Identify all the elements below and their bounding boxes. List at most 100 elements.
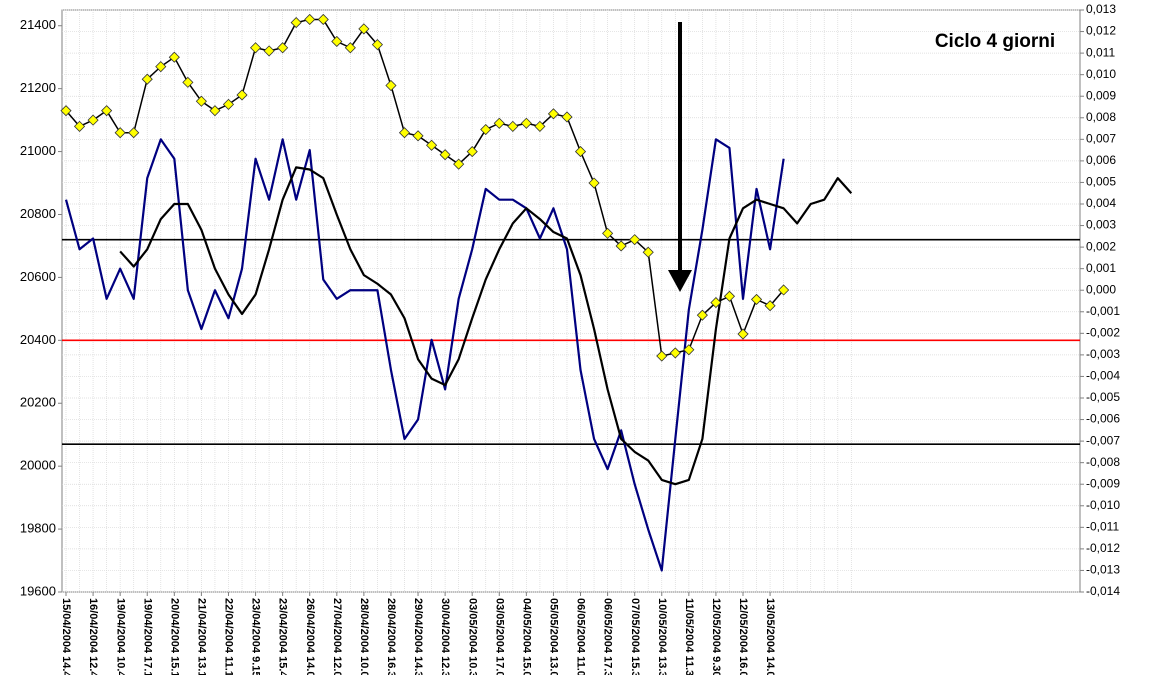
x-tick-label: 06/05/2004 11.00 xyxy=(575,598,587,675)
marker xyxy=(696,309,708,321)
y2-tick-label: -0,009 xyxy=(1086,476,1120,490)
y2-tick-label: 0,010 xyxy=(1086,67,1116,81)
marker xyxy=(317,13,329,26)
marker xyxy=(168,51,180,63)
y2-tick-label: 0,013 xyxy=(1086,2,1116,16)
marker xyxy=(669,347,681,359)
x-tick-label: 19/04/2004 17.15 xyxy=(141,598,153,675)
marker xyxy=(723,290,736,302)
marker xyxy=(128,127,140,139)
y-tick-label: 19800 xyxy=(20,521,56,536)
marker xyxy=(507,120,519,132)
marker xyxy=(574,146,587,158)
marker xyxy=(520,117,532,129)
marker xyxy=(778,284,790,296)
marker xyxy=(277,42,289,54)
marker xyxy=(73,120,86,132)
y2-tick-label: 0,002 xyxy=(1086,239,1116,253)
y-tick-label: 20400 xyxy=(20,332,56,347)
marker xyxy=(155,61,167,73)
x-tick-label: 19/04/2004 10.45 xyxy=(114,598,126,675)
x-tick-label: 29/04/2004 14.30 xyxy=(412,598,424,675)
marker xyxy=(182,76,194,88)
x-tick-label: 27/04/2004 12.00 xyxy=(331,598,343,675)
marker xyxy=(602,227,614,239)
marker xyxy=(480,123,492,136)
y2-tick-label: 0,003 xyxy=(1086,218,1116,232)
y2-tick-label: -0,001 xyxy=(1086,304,1120,318)
marker xyxy=(534,120,546,132)
x-tick-label: 05/05/2004 13.00 xyxy=(548,598,560,675)
marker xyxy=(683,344,695,356)
y-tick-label: 20200 xyxy=(20,395,56,410)
marker xyxy=(87,114,99,126)
x-tick-label: 12/05/2004 16.00 xyxy=(737,598,749,675)
layer: 0,013 0,012 0,011 0,010 0,009 0,008 0,007 0,006… xyxy=(20,2,1121,675)
marker xyxy=(385,79,397,92)
x-tick-label: 26/04/2004 14.00 xyxy=(304,598,316,675)
y2-tick-label: 0,004 xyxy=(1086,196,1116,210)
marker xyxy=(710,297,722,309)
marker xyxy=(304,13,316,26)
x-tick-label: 11/05/2004 11.30 xyxy=(683,598,695,675)
marker xyxy=(101,105,113,117)
marker xyxy=(764,300,776,312)
y2-tick-label: 0,006 xyxy=(1086,153,1116,167)
marker xyxy=(249,42,262,54)
marker xyxy=(141,73,153,85)
arrow-head xyxy=(668,270,692,292)
y2-tick-label: -0,012 xyxy=(1086,541,1120,555)
x-tick-label: 04/05/2004 15.00 xyxy=(520,598,532,675)
x-tick-label: 10/05/2004 13.30 xyxy=(656,598,668,675)
x-tick-label: 06/05/2004 17.30 xyxy=(602,598,614,675)
marker xyxy=(290,17,302,29)
y2-tick-label: 0,012 xyxy=(1086,24,1116,38)
x-tick-label: 28/04/2004 10.00 xyxy=(358,598,370,675)
y2-tick-label: -0,013 xyxy=(1086,563,1120,577)
x-tick-label: 28/04/2004 16.30 xyxy=(385,598,397,675)
marker xyxy=(642,246,654,258)
marker xyxy=(466,146,478,158)
marker xyxy=(412,130,424,142)
y2-tick-label: 0,011 xyxy=(1086,45,1115,59)
marker xyxy=(222,98,235,110)
marker xyxy=(344,42,356,54)
series-line xyxy=(64,138,785,572)
y2-tick-label: 0,008 xyxy=(1086,110,1116,124)
x-tick-label: 12/05/2004 9.30 xyxy=(710,598,722,675)
x-tick-label: 23/04/2004 15.45 xyxy=(277,598,289,675)
marker xyxy=(114,127,126,139)
x-tick-label: 03/05/2004 17.00 xyxy=(493,598,505,675)
marker xyxy=(453,158,465,170)
marker xyxy=(629,234,641,246)
x-tick-label: 13/05/2004 14.00 xyxy=(764,598,776,675)
y2-tick-label: -0,006 xyxy=(1086,412,1120,426)
marker xyxy=(547,108,560,120)
annotation: Ciclo 4 giorni xyxy=(935,31,1055,52)
y-tick-label: 20000 xyxy=(20,458,56,473)
marker xyxy=(737,328,749,340)
x-tick-label: 22/04/2004 11.15 xyxy=(223,598,235,675)
x-tick-label: 16/04/2004 12.45 xyxy=(87,598,99,675)
y-tick-label: 21200 xyxy=(20,80,56,95)
marker xyxy=(358,23,370,35)
marker xyxy=(615,240,627,252)
y2-tick-label: -0,011 xyxy=(1086,520,1119,534)
y2-tick-label: 0,007 xyxy=(1086,132,1116,146)
marker xyxy=(493,117,505,129)
marker xyxy=(426,139,438,151)
y2-tick-label: 0,009 xyxy=(1086,88,1116,102)
marker xyxy=(371,39,383,51)
y2-tick-label: -0,002 xyxy=(1086,326,1120,340)
marker xyxy=(60,105,72,117)
marker xyxy=(656,350,668,362)
marker xyxy=(439,149,451,161)
y2-tick-label: 0,000 xyxy=(1086,282,1116,296)
y2-tick-label: 0,001 xyxy=(1086,261,1116,275)
marker xyxy=(398,127,411,139)
x-tick-label: 20/04/2004 15.15 xyxy=(168,598,180,675)
x-tick-label: 03/05/2004 10.30 xyxy=(466,598,478,675)
marker xyxy=(209,105,221,117)
y2-tick-label: -0,014 xyxy=(1086,584,1120,598)
